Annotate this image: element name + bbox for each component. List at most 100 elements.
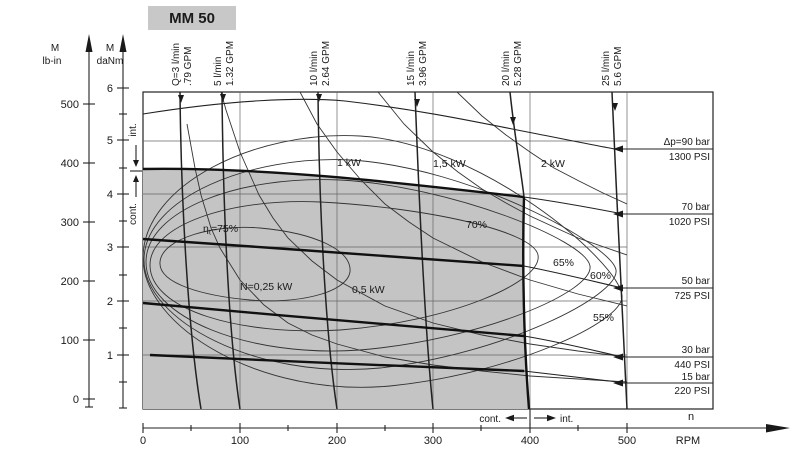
zone-cont-arrow-up bbox=[133, 175, 139, 182]
curve-labels: 1 kW 1,5 kW 2 kW N=0,25 kW 0,5 kW ηt=75%… bbox=[203, 157, 614, 324]
flow-lines bbox=[178, 91, 628, 410]
pressure-curve-50bar-bold bbox=[142, 237, 525, 268]
pressure-arrow-50bar bbox=[613, 284, 623, 292]
pressure-arrow-30bar bbox=[613, 353, 623, 361]
flow-label-10-gpm: 2.64 GPM bbox=[321, 41, 332, 86]
lbin-tick-200: 200 bbox=[61, 276, 79, 288]
pressure-labels: Δp=90 bar 1300 PSI 70 bar 1020 PSI 50 ba… bbox=[613, 137, 713, 397]
title-box: MM 50 bbox=[148, 6, 236, 30]
power-label-025kw: N=0,25 kW bbox=[240, 281, 292, 293]
zone-bottom-markers: cont. int. bbox=[479, 409, 573, 426]
danm-tick-3: 3 bbox=[107, 242, 113, 254]
power-label-1kw: 1 kW bbox=[337, 157, 361, 169]
flow-arrow-15 bbox=[414, 99, 420, 107]
danm-axis-unit-1: M bbox=[106, 43, 114, 54]
flow-label-25-lmin: 25 l/min bbox=[601, 51, 612, 86]
power-curve-15kw bbox=[377, 92, 627, 256]
flow-label-5-gpm: 1.32 GPM bbox=[225, 41, 236, 86]
zone-bottom-cont-arrow bbox=[505, 414, 514, 422]
efficiency-label-55: 55% bbox=[593, 312, 614, 324]
efficiency-label-60: 60% bbox=[590, 270, 611, 282]
pressure-curves bbox=[142, 98, 619, 410]
flow-line-20lmin bbox=[509, 91, 525, 198]
rpm-axis-arrow bbox=[766, 424, 790, 433]
flow-line-5lmin bbox=[221, 91, 241, 410]
efficiency-label-70: 70% bbox=[466, 219, 487, 231]
pressure-arrow-15bar bbox=[613, 379, 623, 387]
flow-label-5-lmin: 5 l/min bbox=[213, 57, 224, 86]
contour-65 bbox=[145, 179, 591, 352]
contour-60 bbox=[143, 159, 617, 370]
zone-int-arrow-down bbox=[133, 160, 139, 167]
flow-label-20-lmin: 20 l/min bbox=[501, 51, 512, 86]
danm-axis-arrow bbox=[119, 34, 127, 52]
rpm-tick-500: 500 bbox=[618, 435, 636, 447]
power-label-2kw: 2 kW bbox=[541, 158, 565, 170]
lbin-tick-400: 400 bbox=[61, 158, 79, 170]
lbin-axis-unit-1: M bbox=[51, 43, 59, 54]
pressure-label-15bar: 15 bar bbox=[682, 372, 711, 383]
lbin-axis: M lb-in 500 400 300 200 100 0 bbox=[43, 34, 95, 408]
pressure-curve-30bar-bold bbox=[142, 301, 525, 338]
flow-line-10lmin bbox=[317, 91, 338, 410]
pressure-curve-15bar-thin bbox=[523, 370, 619, 383]
pressure-label-440psi: 440 PSI bbox=[674, 360, 710, 371]
page-title: MM 50 bbox=[169, 10, 215, 27]
danm-tick-5: 5 bbox=[107, 135, 113, 147]
flow-label-3-gpm: .79 GPM bbox=[183, 47, 194, 86]
lbin-axis-unit-2: lb-in bbox=[43, 56, 62, 67]
flow-label-25-gpm: 5.6 GPM bbox=[613, 47, 624, 86]
pressure-curve-90bar bbox=[142, 98, 616, 150]
lbin-axis-arrow bbox=[85, 34, 93, 52]
contour-70 bbox=[149, 201, 539, 332]
pressure-curve-30bar-thin bbox=[523, 335, 619, 357]
pressure-curve-70bar-thin bbox=[523, 196, 619, 214]
pressure-arrow-70bar bbox=[613, 210, 623, 218]
pressure-curve-70bar-bold bbox=[142, 167, 525, 199]
flow-arrow-25 bbox=[612, 103, 618, 111]
lbin-tick-100: 100 bbox=[61, 335, 79, 347]
rpm-tick-0: 0 bbox=[140, 435, 146, 447]
pressure-curve-15bar-bold bbox=[149, 353, 525, 373]
zone-bottom-int-arrow bbox=[547, 414, 556, 422]
zone-axis-int-label: int. bbox=[128, 123, 139, 136]
danm-tick-1: 1 bbox=[107, 350, 113, 362]
danm-tick-4: 4 bbox=[107, 189, 113, 201]
continuous-zone-right-edge bbox=[522, 196, 531, 410]
danm-tick-6: 6 bbox=[107, 83, 113, 95]
pressure-label-70bar: 70 bar bbox=[682, 202, 711, 213]
rpm-axis-unit: RPM bbox=[676, 435, 700, 447]
flow-arrow-10 bbox=[316, 94, 322, 102]
flow-label-15-gpm: 3.96 GPM bbox=[418, 41, 429, 86]
lbin-tick-300: 300 bbox=[61, 217, 79, 229]
zone-axis-markers: int. cont. bbox=[128, 123, 142, 225]
flow-label-10-lmin: 10 l/min bbox=[309, 51, 320, 86]
zone-bottom-int-label: int. bbox=[560, 414, 573, 425]
flow-line-15lmin bbox=[414, 91, 434, 410]
power-curves bbox=[186, 92, 627, 383]
flow-arrow-20 bbox=[510, 117, 516, 125]
flow-label-3-lmin: Q=3 l/min bbox=[171, 43, 182, 86]
flow-label-15-lmin: 15 l/min bbox=[406, 51, 417, 86]
rpm-tick-100: 100 bbox=[231, 435, 249, 447]
rpm-tick-400: 400 bbox=[521, 435, 539, 447]
flow-line-3lmin bbox=[179, 91, 202, 410]
danm-axis: M daNm 6 5 4 3 2 1 bbox=[97, 34, 129, 409]
efficiency-label-75: ηt=75% bbox=[203, 223, 238, 237]
pressure-label-725psi: 725 PSI bbox=[674, 291, 710, 302]
flow-line-25lmin bbox=[611, 91, 628, 410]
title-background bbox=[148, 6, 236, 30]
efficiency-label-65: 65% bbox=[553, 257, 574, 269]
pressure-label-30bar: 30 bar bbox=[682, 345, 711, 356]
zone-bottom-cont-label: cont. bbox=[479, 414, 501, 425]
danm-axis-unit-2: daNm bbox=[97, 56, 124, 67]
lbin-tick-0: 0 bbox=[73, 394, 79, 406]
continuous-zone-region bbox=[143, 169, 529, 409]
rpm-tick-300: 300 bbox=[424, 435, 442, 447]
power-label-05kw: 0,5 kW bbox=[352, 284, 385, 296]
lbin-tick-500: 500 bbox=[61, 99, 79, 111]
pressure-arrow-90bar bbox=[613, 145, 623, 153]
rpm-axis: 0 100 200 300 400 500 n RPM bbox=[140, 411, 790, 447]
